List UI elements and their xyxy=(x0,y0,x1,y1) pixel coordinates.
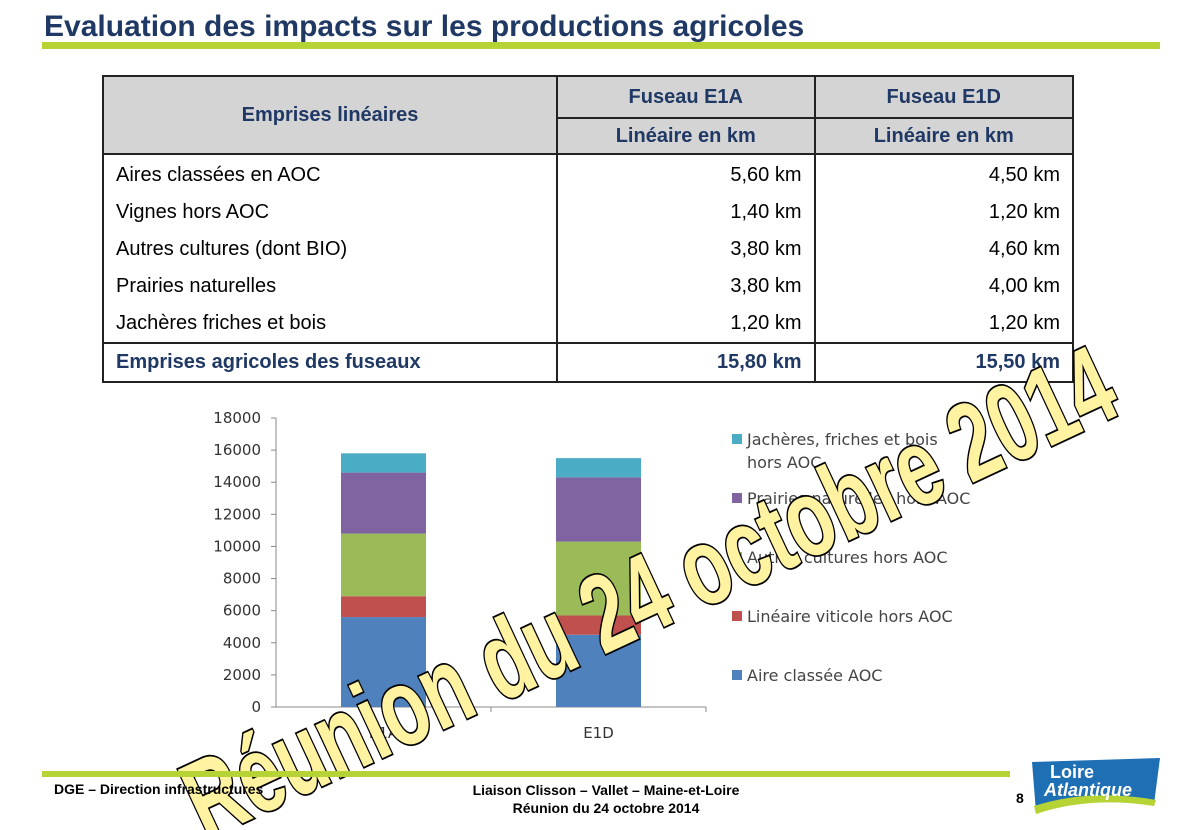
legend-label: Jachères, friches et bois hors AOC xyxy=(746,430,938,472)
table-row: Aires classées en AOC 5,60 km 4,50 km xyxy=(101,154,1074,194)
row-value-e1a: 1,40 km xyxy=(557,194,816,231)
loire-atlantique-logo: Loire Atlantique xyxy=(1032,758,1160,814)
row-label: Autres cultures (dont BIO) xyxy=(101,231,559,268)
row-value-e1d: 1,20 km xyxy=(814,194,1074,231)
row-value-e1a: 3,80 km xyxy=(557,268,816,305)
bar-segment xyxy=(556,634,641,707)
table-header-emprises: Emprises linéaires xyxy=(101,75,559,155)
y-tick-label: 14000 xyxy=(213,473,261,491)
row-label: Prairies naturelles xyxy=(101,268,559,305)
bar-segment xyxy=(341,533,426,597)
row-label: Vignes hors AOC xyxy=(101,194,559,231)
row-value-e1d: 4,60 km xyxy=(814,231,1074,268)
legend-label: Aire classée AOC xyxy=(747,666,882,685)
bar-segment xyxy=(341,453,426,473)
logo-wave xyxy=(1034,795,1156,814)
total-value-e1a: 15,80 km xyxy=(557,342,816,383)
bar-segment xyxy=(341,596,426,618)
footer-rule xyxy=(42,771,1010,777)
legend-swatch xyxy=(732,611,742,621)
total-label: Emprises agricoles des fuseaux xyxy=(101,342,559,383)
legend-swatch xyxy=(732,434,742,444)
bar-segment xyxy=(341,617,426,707)
bar-segment xyxy=(341,472,426,534)
y-tick-label: 10000 xyxy=(213,537,261,555)
row-value-e1d: 4,50 km xyxy=(814,154,1074,194)
y-tick-label: 16000 xyxy=(213,441,261,459)
footer-center: Liaison Clisson – Vallet – Maine-et-Loir… xyxy=(400,781,812,817)
y-tick-label: 12000 xyxy=(213,505,261,523)
logo-line2: Atlantique xyxy=(1043,780,1132,800)
row-value-e1d: 1,20 km xyxy=(814,305,1074,343)
title-underline xyxy=(42,42,1160,49)
table-subheader-e1a: Linéaire en km xyxy=(556,117,816,155)
stacked-bar-chart: 0 2000 4000 6000 8000 10000 12000 14000 16000 180… xyxy=(213,409,970,742)
legend-swatch xyxy=(732,552,742,562)
legend-swatch xyxy=(732,670,742,680)
table-total-row: Emprises agricoles des fuseaux 15,80 km … xyxy=(101,342,1074,383)
table-row: Jachères friches et bois 1,20 km 1,20 km xyxy=(101,305,1074,343)
row-label: Aires classées en AOC xyxy=(101,154,559,194)
x-tick-label: E1A xyxy=(369,724,399,742)
bar-segment xyxy=(556,541,641,616)
page-title: Evaluation des impacts sur les productio… xyxy=(44,10,805,43)
footer-meeting-date: Réunion du 24 octobre 2014 xyxy=(512,800,700,816)
row-value-e1d: 4,00 km xyxy=(814,268,1074,305)
row-value-e1a: 1,20 km xyxy=(557,305,816,343)
table-header-fuseau-e1a: Fuseau E1A xyxy=(556,75,816,119)
bar-segment xyxy=(556,477,641,542)
table-header-fuseau-e1d: Fuseau E1D xyxy=(813,75,1074,119)
y-tick-label: 4000 xyxy=(223,634,261,652)
bar-segment xyxy=(556,458,641,478)
footer-project: Liaison Clisson – Vallet – Maine-et-Loir… xyxy=(472,782,740,798)
legend-swatch xyxy=(732,493,742,503)
footer-department: DGE – Direction infrastructures xyxy=(54,781,264,797)
y-tick-label: 0 xyxy=(251,698,261,716)
emprises-table: Emprises linéaires Fuseau E1A Fuseau E1D… xyxy=(101,75,1074,383)
total-value-e1d: 15,50 km xyxy=(814,342,1074,383)
y-tick-label: 2000 xyxy=(223,666,261,684)
x-tick-label: E1D xyxy=(583,724,614,742)
row-value-e1a: 3,80 km xyxy=(557,231,816,268)
page-number: 8 xyxy=(1016,790,1024,806)
legend-label: Linéaire viticole hors AOC xyxy=(747,607,953,626)
table-row: Prairies naturelles 3,80 km 4,00 km xyxy=(101,268,1074,305)
y-tick-label: 6000 xyxy=(223,602,261,620)
logo-line1: Loire xyxy=(1050,762,1094,782)
table-row: Vignes hors AOC 1,40 km 1,20 km xyxy=(101,194,1074,231)
y-tick-label: 18000 xyxy=(213,409,261,427)
row-label: Jachères friches et bois xyxy=(101,305,559,343)
table-subheader-e1d: Linéaire en km xyxy=(813,117,1074,155)
table-row: Autres cultures (dont BIO) 3,80 km 4,60 … xyxy=(101,231,1074,268)
bar-segment xyxy=(556,615,641,635)
row-value-e1a: 5,60 km xyxy=(557,154,816,194)
legend-label: Prairies naturelles hors AOC xyxy=(747,489,970,508)
y-tick-label: 8000 xyxy=(223,570,261,588)
legend-label: Autres cultures hors AOC xyxy=(747,548,948,567)
